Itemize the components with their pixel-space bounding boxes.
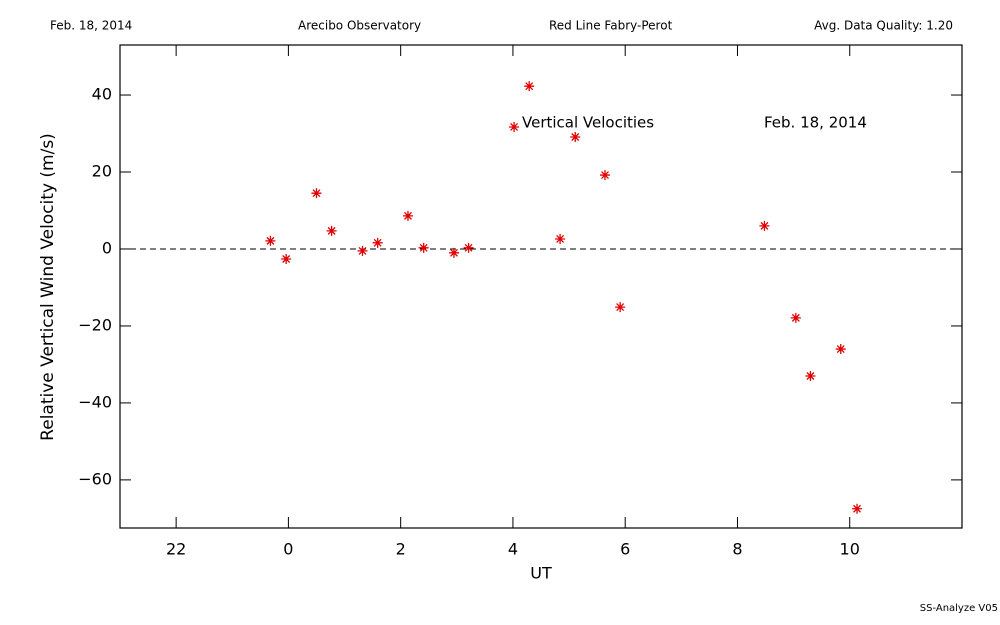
header-date: Feb. 18, 2014 [50, 19, 132, 33]
header-instrument: Red Line Fabry-Perot [549, 19, 673, 33]
y-tick-label: 20 [92, 162, 112, 181]
data-point [372, 237, 383, 248]
x-tick-label: 22 [166, 540, 186, 559]
x-tick-label: 10 [840, 540, 860, 559]
y-tick-label: −40 [78, 392, 112, 411]
data-point [357, 245, 368, 256]
annotation: Vertical Velocities [522, 114, 654, 132]
annotation: Feb. 18, 2014 [764, 114, 867, 132]
x-tick-label: 2 [396, 540, 406, 559]
y-axis-label: Relative Vertical Wind Velocity (m/s) [38, 133, 58, 441]
data-point [599, 170, 610, 181]
footer: SS-Analyze V05 [920, 603, 998, 614]
data-point [759, 220, 770, 231]
x-tick-label: 4 [508, 540, 518, 559]
data-point [448, 247, 459, 258]
data-point [570, 131, 581, 142]
data-point [852, 503, 863, 514]
x-tick-label: 6 [620, 540, 630, 559]
plot-frame [119, 44, 963, 529]
data-point [509, 121, 520, 132]
y-tick-label: −60 [78, 469, 112, 488]
data-point [418, 242, 429, 253]
y-tick-label: 0 [102, 238, 112, 257]
data-point [524, 81, 535, 92]
data-point [265, 235, 276, 246]
data-point [835, 344, 846, 355]
data-point [790, 312, 801, 323]
x-axis-label: UT [530, 564, 552, 583]
data-point [326, 225, 337, 236]
data-point [402, 210, 413, 221]
data-point [463, 242, 474, 253]
y-tick-label: −20 [78, 315, 112, 334]
data-point [805, 370, 816, 381]
data-point [555, 233, 566, 244]
data-point [281, 253, 292, 264]
y-tick-label: 40 [92, 85, 112, 104]
header-quality: Avg. Data Quality: 1.20 [814, 19, 953, 33]
x-tick-label: 0 [283, 540, 293, 559]
data-point [311, 188, 322, 199]
header-site: Arecibo Observatory [298, 19, 421, 33]
data-point [615, 302, 626, 313]
x-tick-label: 8 [732, 540, 742, 559]
